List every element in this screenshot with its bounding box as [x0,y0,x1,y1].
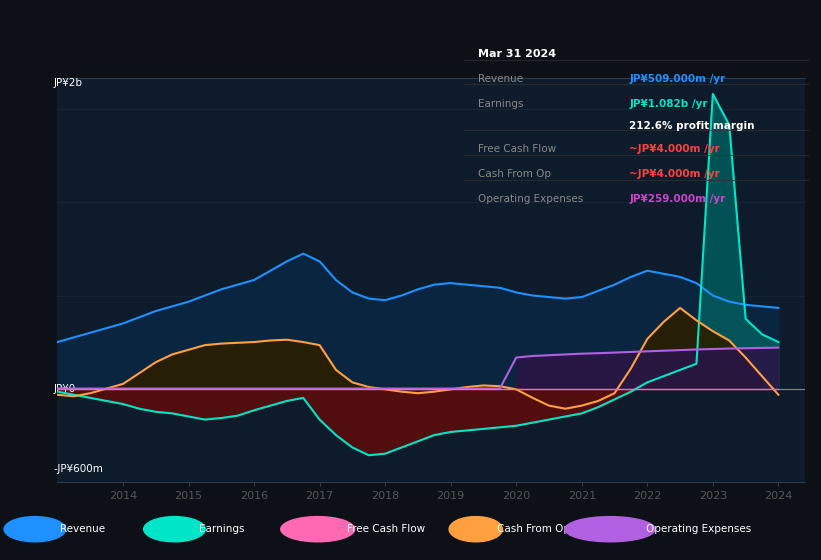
Text: Cash From Op: Cash From Op [478,169,551,179]
Text: ~JP¥4.000m /yr: ~JP¥4.000m /yr [630,144,720,155]
Text: JP¥509.000m /yr: JP¥509.000m /yr [630,74,726,84]
Text: 212.6% profit margin: 212.6% profit margin [630,122,754,132]
Text: Earnings: Earnings [200,524,245,534]
Text: JP¥2b: JP¥2b [53,78,83,88]
Text: JP¥1.082b /yr: JP¥1.082b /yr [630,99,708,109]
Text: JP¥0: JP¥0 [53,384,76,394]
Text: Mar 31 2024: Mar 31 2024 [478,49,556,59]
Text: Revenue: Revenue [478,74,523,84]
Circle shape [565,516,655,542]
Text: Earnings: Earnings [478,99,523,109]
Text: Revenue: Revenue [59,524,104,534]
Circle shape [4,516,66,542]
Circle shape [281,516,355,542]
Text: JP¥259.000m /yr: JP¥259.000m /yr [630,194,726,204]
Text: Operating Expenses: Operating Expenses [478,194,583,204]
Text: Operating Expenses: Operating Expenses [646,524,751,534]
Text: Cash From Op: Cash From Op [498,524,570,534]
Text: -JP¥600m: -JP¥600m [53,464,103,474]
Circle shape [144,516,205,542]
Text: ~JP¥4.000m /yr: ~JP¥4.000m /yr [630,169,720,179]
Circle shape [449,516,502,542]
Text: Free Cash Flow: Free Cash Flow [478,144,556,155]
Text: Free Cash Flow: Free Cash Flow [347,524,425,534]
